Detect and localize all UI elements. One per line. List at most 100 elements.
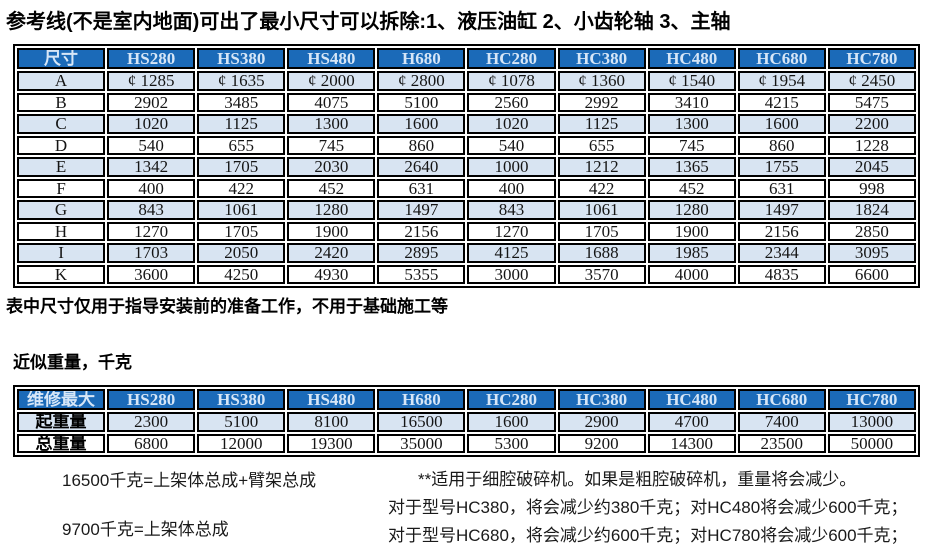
value-cell: 4125 xyxy=(467,243,556,263)
value-cell: 2045 xyxy=(827,157,916,177)
footnotes-left-column: 16500千克=上架体总成+臂架总成 9700千克=上架体总成 xyxy=(62,466,362,540)
value-cell: 5100 xyxy=(197,412,286,432)
table-row: B 2902 3485 4075 5100 2560 2992 3410 4215 5475 xyxy=(17,92,916,112)
value-cell: 860 xyxy=(737,135,826,155)
table-header-row: 尺寸 HS280 HS380 HS480 H680 HC280 HC380 HC480 HC68… xyxy=(17,48,916,69)
table-column-header: HS380 xyxy=(197,389,286,410)
row-label-cell: 起重量 xyxy=(17,412,106,432)
value-cell: 400 xyxy=(107,178,196,198)
table-header-row: 维修最大 HS280 HS380 HS480 H680 HC280 HC380 HC480 HC… xyxy=(17,389,916,410)
value-cell: 400 xyxy=(467,178,556,198)
value-cell: 843 xyxy=(467,200,556,220)
row-label-cell: F xyxy=(17,178,106,198)
footnote-crusher-note-3: 对于型号HC680，将会减少约600千克；对HC780将会减少600千克； xyxy=(388,526,908,545)
value-cell: ¢ 2800 xyxy=(377,71,466,91)
value-cell: 540 xyxy=(467,135,556,155)
value-cell: 422 xyxy=(197,178,286,198)
value-cell: ¢ 1540 xyxy=(647,71,736,91)
value-cell: 631 xyxy=(737,178,826,198)
footnote-crusher-note-1: **适用于细腔破碎机。如果是粗腔破碎机，重量将会减少。 xyxy=(418,470,857,489)
value-cell: 3410 xyxy=(647,92,736,112)
table-column-header: HC780 xyxy=(827,389,916,410)
value-cell: 1497 xyxy=(377,200,466,220)
value-cell: 655 xyxy=(197,135,286,155)
value-cell: 5300 xyxy=(467,433,556,453)
value-cell: 745 xyxy=(287,135,376,155)
value-cell: 2560 xyxy=(467,92,556,112)
value-cell: 2902 xyxy=(107,92,196,112)
value-cell: 452 xyxy=(647,178,736,198)
row-label-cell: 总重量 xyxy=(17,433,106,453)
value-cell: 2900 xyxy=(557,412,646,432)
value-cell: 1900 xyxy=(287,221,376,241)
value-cell: 14300 xyxy=(647,433,736,453)
table-column-header: HC480 xyxy=(647,389,736,410)
footnote-crusher-note-2: 对于型号HC380，将会减少约380千克；对HC480将会减少600千克； xyxy=(388,498,908,517)
value-cell: 1600 xyxy=(737,114,826,134)
value-cell: 1497 xyxy=(737,200,826,220)
value-cell: 452 xyxy=(287,178,376,198)
value-cell: 655 xyxy=(557,135,646,155)
dimensions-table: 尺寸 HS280 HS380 HS480 H680 HC280 HC380 HC480 HC68… xyxy=(13,44,920,288)
row-label-cell: H xyxy=(17,221,106,241)
table-column-header: HC680 xyxy=(737,48,826,69)
value-cell: 4700 xyxy=(647,412,736,432)
value-cell: 745 xyxy=(647,135,736,155)
value-cell: 2030 xyxy=(287,157,376,177)
value-cell: 1900 xyxy=(647,221,736,241)
table-corner-header: 维修最大 xyxy=(17,389,106,410)
value-cell: 3600 xyxy=(107,264,196,284)
table-column-header: HS280 xyxy=(107,48,196,69)
value-cell: 540 xyxy=(107,135,196,155)
table-column-header: HC280 xyxy=(467,48,556,69)
table-column-header: HC280 xyxy=(467,389,556,410)
value-cell: 1270 xyxy=(107,221,196,241)
value-cell: 2156 xyxy=(737,221,826,241)
row-label-cell: D xyxy=(17,135,106,155)
weights-table: 维修最大 HS280 HS380 HS480 H680 HC280 HC380 HC480 HC… xyxy=(13,385,920,457)
value-cell: 1125 xyxy=(557,114,646,134)
value-cell: 4930 xyxy=(287,264,376,284)
value-cell: 843 xyxy=(107,200,196,220)
value-cell: 23500 xyxy=(737,433,826,453)
row-label-cell: K xyxy=(17,264,106,284)
value-cell: 3095 xyxy=(827,243,916,263)
footnote-weight-breakdown-2: 9700千克=上架体总成 xyxy=(62,520,229,539)
table-column-header: HC680 xyxy=(737,389,826,410)
table-row: 总重量 6800 12000 19300 35000 5300 9200 14300 23500… xyxy=(17,433,916,453)
value-cell: 35000 xyxy=(377,433,466,453)
value-cell: 1280 xyxy=(287,200,376,220)
value-cell: 1688 xyxy=(557,243,646,263)
value-cell: 860 xyxy=(377,135,466,155)
table-row: E 1342 1705 2030 2640 1000 1212 1365 1755 2045 xyxy=(17,157,916,177)
value-cell: 13000 xyxy=(827,412,916,432)
value-cell: 4215 xyxy=(737,92,826,112)
dimensions-table-note: 表中尺寸仅用于指导安装前的准备工作，不用于基础施工等 xyxy=(6,297,448,316)
value-cell: 422 xyxy=(557,178,646,198)
table-row: 起重量 2300 5100 8100 16500 1600 2900 4700 7400 1300… xyxy=(17,412,916,432)
value-cell: 2420 xyxy=(287,243,376,263)
table-column-header: HS480 xyxy=(287,389,376,410)
value-cell: 2300 xyxy=(107,412,196,432)
document-page: { "page": { "title": "参考线(不是室内地面)可出了最小尺寸… xyxy=(0,5,933,545)
value-cell: 1705 xyxy=(197,221,286,241)
value-cell: 50000 xyxy=(827,433,916,453)
value-cell: 7400 xyxy=(737,412,826,432)
table-row: D 540 655 745 860 540 655 745 860 1228 xyxy=(17,135,916,155)
table-corner-header: 尺寸 xyxy=(17,48,106,69)
value-cell: 998 xyxy=(827,178,916,198)
table-column-header: HC780 xyxy=(827,48,916,69)
value-cell: 1280 xyxy=(647,200,736,220)
value-cell: 5100 xyxy=(377,92,466,112)
value-cell: 4835 xyxy=(737,264,826,284)
value-cell: 19300 xyxy=(287,433,376,453)
table-column-header: H680 xyxy=(377,48,466,69)
value-cell: 1600 xyxy=(377,114,466,134)
value-cell: 4000 xyxy=(647,264,736,284)
table-row: H 1270 1705 1900 2156 1270 1705 1900 2156 2850 xyxy=(17,221,916,241)
value-cell: 2200 xyxy=(827,114,916,134)
value-cell: 1212 xyxy=(557,157,646,177)
value-cell: 1061 xyxy=(197,200,286,220)
value-cell: ¢ 2000 xyxy=(287,71,376,91)
value-cell: 9200 xyxy=(557,433,646,453)
